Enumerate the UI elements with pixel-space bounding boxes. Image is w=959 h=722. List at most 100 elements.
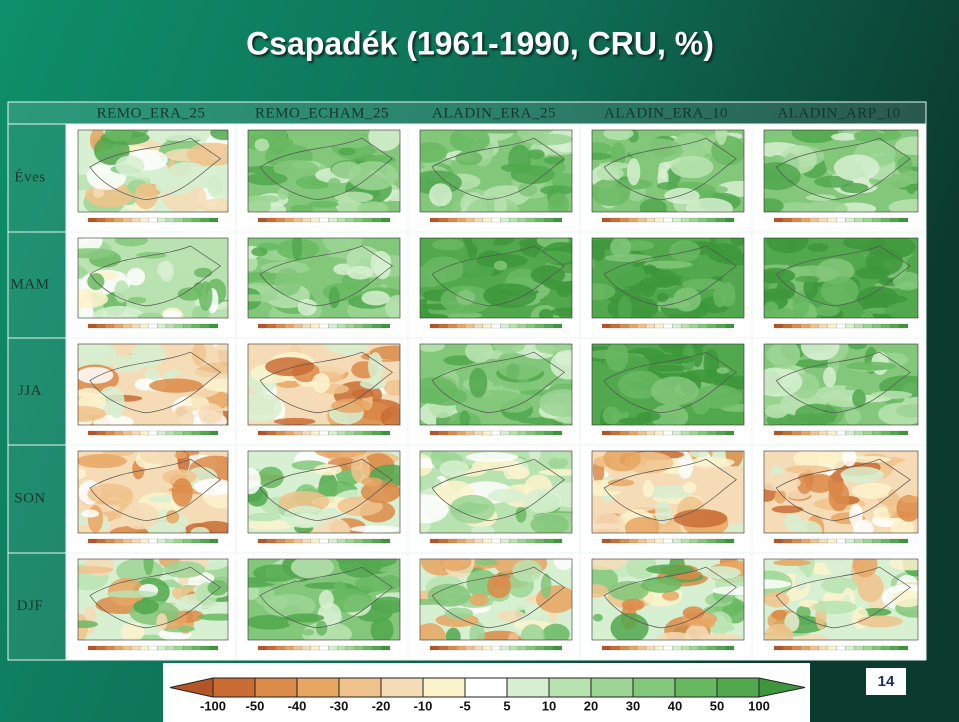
- mini-colorbar: [863, 645, 873, 651]
- colorbar-label: -50: [246, 698, 265, 713]
- mini-colorbar: [174, 217, 184, 223]
- mini-colorbar: [619, 430, 629, 436]
- map-patch: [553, 559, 572, 571]
- mini-colorbar: [345, 538, 355, 544]
- mini-colorbar: [183, 323, 193, 329]
- country-border: [431, 245, 566, 307]
- mini-colorbar: [619, 538, 629, 544]
- map-patch: [805, 473, 835, 493]
- mini-colorbar: [544, 538, 554, 544]
- map-panel: [235, 444, 409, 554]
- mini-colorbar: [293, 323, 303, 329]
- mini-colorbar: [827, 323, 837, 329]
- map-patch: [455, 150, 483, 166]
- mini-colorbar: [456, 645, 466, 651]
- mini-colorbar: [698, 217, 708, 223]
- map-frame: [247, 558, 401, 641]
- map-panel: [751, 552, 927, 661]
- map-frame: [591, 129, 745, 213]
- map-patch: [895, 460, 918, 476]
- map-patch: [474, 559, 498, 566]
- mini-colorbar: [725, 430, 735, 436]
- column-header: ALADIN_ERA_10: [604, 105, 728, 121]
- map-patch: [607, 295, 659, 318]
- map-patch: [794, 570, 808, 591]
- map-patch: [645, 564, 694, 575]
- mini-colorbar: [645, 217, 655, 223]
- mini-colorbar: [87, 323, 97, 329]
- mini-colorbar: [628, 217, 638, 223]
- mini-colorbar: [663, 217, 673, 223]
- map-patch: [659, 344, 691, 354]
- mini-colorbar: [553, 430, 563, 436]
- map-patch: [193, 267, 213, 278]
- mini-colorbar: [809, 538, 819, 544]
- map-patch: [420, 313, 449, 318]
- map-patch: [257, 466, 284, 489]
- mini-colorbar: [266, 323, 276, 329]
- map-frame: [591, 237, 745, 319]
- mini-colorbar: [782, 538, 792, 544]
- mini-colorbar: [301, 430, 311, 436]
- map-patch: [115, 155, 145, 176]
- map-patch: [92, 305, 145, 318]
- map-patch: [78, 467, 87, 480]
- mini-colorbar: [345, 645, 355, 651]
- mini-colorbar: [429, 538, 439, 544]
- mini-colorbar: [854, 323, 864, 329]
- mini-colorbar: [372, 217, 382, 223]
- mini-colorbar: [139, 430, 149, 436]
- country-border: [603, 566, 738, 629]
- mini-colorbar: [526, 538, 536, 544]
- mini-colorbar: [165, 645, 175, 651]
- map-patch: [592, 283, 616, 301]
- mini-colorbar: [473, 645, 483, 651]
- map-patch: [354, 575, 392, 593]
- mini-colorbar: [725, 323, 735, 329]
- mini-colorbar: [381, 323, 391, 329]
- map-patch: [852, 519, 874, 533]
- mini-colorbar: [672, 645, 682, 651]
- mini-colorbar: [328, 645, 338, 651]
- map-patch: [143, 559, 154, 576]
- mini-colorbar: [337, 645, 347, 651]
- mini-colorbar: [681, 645, 691, 651]
- mini-colorbar: [845, 217, 855, 223]
- mini-colorbar: [517, 430, 527, 436]
- map-patch: [764, 367, 803, 397]
- mini-colorbar: [773, 217, 784, 223]
- map-patch: [331, 398, 372, 413]
- mini-colorbar: [96, 323, 106, 329]
- mini-colorbar: [456, 217, 466, 223]
- map-panel: [579, 444, 753, 554]
- mini-colorbar: [791, 323, 801, 329]
- map-patch: [257, 195, 280, 203]
- map-patch: [312, 130, 347, 147]
- mini-colorbar: [663, 538, 673, 544]
- mini-colorbar: [610, 430, 620, 436]
- map-patch: [81, 509, 100, 518]
- mini-colorbar: [293, 645, 303, 651]
- map-patch: [114, 280, 130, 303]
- map-field: [592, 238, 744, 318]
- map-frame: [591, 343, 745, 426]
- map-patch: [456, 289, 476, 306]
- mini-colorbar: [809, 645, 819, 651]
- map-patch: [662, 590, 680, 601]
- map-patch: [639, 198, 668, 212]
- map-patch: [847, 456, 891, 463]
- map-patch: [104, 130, 133, 142]
- mini-colorbar: [898, 217, 909, 223]
- map-patch: [654, 500, 672, 525]
- mini-colorbar: [191, 538, 201, 544]
- mini-colorbar: [836, 538, 846, 544]
- mini-colorbar: [438, 538, 448, 544]
- map-patch: [718, 624, 736, 632]
- mini-colorbar: [526, 217, 536, 223]
- map-patch: [769, 344, 801, 369]
- colorbar-segment: [716, 677, 760, 698]
- country-border: [603, 245, 738, 307]
- map-patch: [265, 357, 315, 377]
- map-frame: [77, 237, 229, 319]
- mini-colorbar: [293, 430, 303, 436]
